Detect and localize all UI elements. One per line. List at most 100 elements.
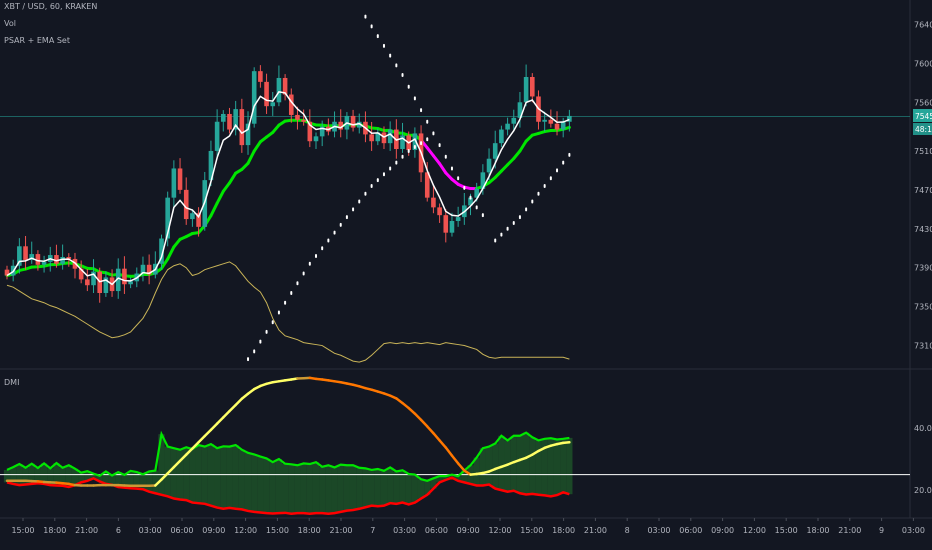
symbol-legend[interactable]: XBT / USD, 60, KRAKEN: [4, 2, 98, 11]
ema-fast-layer: [6, 91, 570, 286]
price-axis[interactable]: 7640.0 7600.0 7560.0 7510.0 7470.0 7430.0 7390…: [914, 20, 932, 350]
psar-dot: [296, 281, 299, 286]
dmi-axis[interactable]: 40.0 20.0: [914, 424, 932, 495]
candle-body: [313, 136, 319, 142]
psar-dot: [364, 191, 367, 196]
dmi-bar: [294, 465, 301, 514]
psar-dot: [426, 119, 429, 124]
dmi-bar: [127, 470, 134, 489]
ema-slow-segment: [271, 123, 281, 134]
candle-body: [517, 102, 523, 118]
psar-dot: [364, 14, 367, 19]
adx-segment: [184, 447, 194, 456]
adx-segment: [246, 387, 256, 396]
candle-body: [554, 123, 560, 130]
candle-body: [17, 246, 22, 266]
candle-body: [412, 133, 418, 150]
psar-dot: [271, 320, 274, 325]
time-tick-label: 21:00: [838, 526, 861, 535]
di-plus-line: [6, 430, 570, 482]
candle-body: [165, 197, 170, 239]
time-tick-label: 18:00: [552, 526, 575, 535]
dmi-bar: [288, 464, 295, 514]
candle-body: [85, 279, 90, 286]
adx-segment: [172, 459, 182, 469]
psar-dot: [382, 43, 385, 48]
dmi-bar: [541, 438, 548, 496]
candle-body: [356, 121, 362, 128]
adx-segment: [240, 392, 250, 400]
candle-body: [190, 213, 195, 220]
candle-body: [499, 129, 504, 144]
candle-body: [567, 115, 572, 122]
candle-body: [301, 119, 306, 122]
psar-dot: [537, 191, 540, 196]
dmi-bar: [436, 476, 443, 483]
candle-body: [91, 271, 96, 286]
candle-body: [251, 71, 257, 124]
adx-segment: [450, 454, 460, 465]
adx-segment: [166, 465, 176, 475]
candle-body: [23, 246, 28, 260]
adx-segment: [407, 406, 417, 415]
psar-dot: [290, 291, 293, 295]
psar-dot: [389, 166, 392, 171]
candle-body: [449, 221, 455, 233]
dmi-bar: [325, 465, 332, 514]
candle-body: [523, 77, 529, 103]
psar-dot: [315, 254, 317, 259]
candle-body: [115, 268, 121, 292]
psar-dot: [500, 232, 503, 237]
time-tick-label: 8: [625, 526, 630, 535]
time-tick-label: 7: [370, 526, 375, 535]
ema-slow-segment: [438, 162, 448, 175]
ema-slow-segment: [221, 181, 231, 193]
dmi-legend[interactable]: DMI: [4, 378, 20, 387]
psar-dot: [475, 205, 478, 210]
candle-body: [492, 143, 498, 159]
dmi-bar: [133, 472, 140, 489]
psar-dot: [395, 63, 398, 68]
candle-body: [159, 238, 164, 264]
adx-segment: [209, 422, 219, 432]
dmi-bar: [485, 446, 493, 485]
candle-body: [437, 207, 442, 216]
candle-body: [214, 121, 220, 151]
adx-segment: [234, 397, 244, 407]
dmi-bar: [22, 467, 29, 485]
psar-dot: [512, 220, 515, 225]
dmi-bar: [455, 476, 462, 481]
dmi-bar: [461, 470, 468, 483]
ema-slow-segment: [160, 257, 170, 270]
psar-dot: [382, 172, 385, 177]
psar-dot: [432, 131, 435, 136]
study-legend[interactable]: PSAR + EMA Set: [4, 36, 70, 45]
psar-dot: [420, 141, 423, 146]
candle-body: [270, 102, 276, 107]
countdown-label: 48:16: [915, 125, 932, 134]
candle-body: [288, 94, 294, 115]
volume-legend[interactable]: Vol: [4, 19, 16, 28]
psar-dot: [259, 339, 262, 344]
psar-dot: [469, 195, 472, 200]
dmi-bar: [189, 449, 196, 503]
dmi-bar: [121, 474, 128, 488]
dmi-bar: [139, 474, 147, 490]
candle-body: [486, 158, 492, 173]
psar-dot: [339, 222, 342, 227]
candle-body: [443, 215, 449, 233]
dmi-bar: [78, 472, 85, 483]
time-axis[interactable]: 15:00 18:00 21:00 6 03:00 06:00 09:00 12:00 15:0…: [11, 518, 925, 535]
ema-slow-segment: [425, 146, 435, 158]
dmi-bar: [10, 467, 17, 484]
price-tick-label: 7430.0: [914, 225, 932, 234]
dmi-bar: [244, 452, 252, 511]
dmi-bar: [356, 467, 363, 509]
psar-dot: [438, 143, 441, 148]
dmi-bar: [71, 468, 79, 486]
ema-slow-segment: [227, 171, 238, 185]
psar-dot: [407, 84, 410, 89]
dmi-bar: [498, 435, 505, 491]
time-tick-label: 6: [116, 526, 121, 535]
